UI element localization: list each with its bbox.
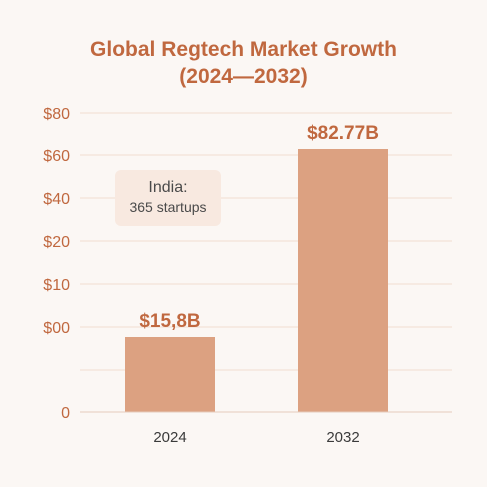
x-tick-label: 2024: [153, 429, 186, 446]
data-label-2024: $15,8B: [139, 311, 200, 332]
bar-2024: [125, 337, 215, 412]
y-tick-label: $80: [43, 106, 70, 123]
annotation-line-2: 365 startups: [129, 199, 207, 215]
y-tick-label: $20: [43, 234, 70, 251]
chart-subtitle: (2024—2032): [179, 65, 308, 88]
bar-2032: [298, 149, 388, 412]
india-annotation: India: 365 startups: [115, 170, 221, 226]
chart-title: Global Regtech Market Growth: [90, 38, 397, 61]
y-tick-label: $40: [43, 191, 70, 208]
y-tick-label: 0: [61, 405, 70, 422]
data-label-2032: $82.77B: [307, 123, 379, 144]
y-tick-label: $00: [43, 320, 70, 337]
y-tick-label: $60: [43, 148, 70, 165]
y-tick-label: $10: [43, 277, 70, 294]
x-tick-label: 2032: [326, 429, 359, 446]
annotation-line-1: India:: [148, 179, 188, 196]
